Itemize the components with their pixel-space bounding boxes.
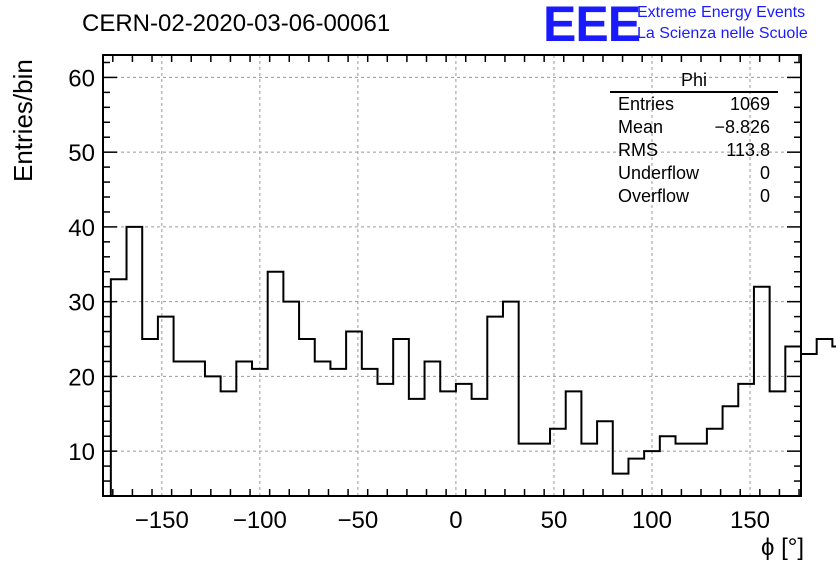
- y-axis-label: Entries/bin: [8, 59, 38, 182]
- stats-row: Overflow 0: [610, 185, 778, 208]
- stats-row: Entries 1069: [610, 93, 778, 116]
- stats-label: Entries: [618, 94, 675, 114]
- stats-box: Phi Entries 1069 Mean −8.826 RMS 113.8 U…: [610, 70, 778, 208]
- y-tick-label: 10: [68, 439, 95, 466]
- tick-labels: −150 −100 −50 0 50 100 150 10 20 30 40 50 60: [68, 65, 770, 534]
- eee-logo: EEE: [543, 0, 641, 52]
- x-axis-label: ϕ [°]: [760, 534, 804, 561]
- stats-row: RMS 113.8: [610, 139, 778, 162]
- plot-frame: [102, 54, 802, 497]
- y-tick-label: 50: [68, 140, 95, 167]
- x-tick-label: 100: [632, 507, 672, 534]
- histogram-steps: [109, 225, 836, 496]
- y-tick-label: 60: [68, 65, 95, 92]
- x-tick-label: −100: [233, 507, 287, 534]
- stats-value: 0: [759, 186, 770, 206]
- stats-label: Overflow: [618, 186, 690, 206]
- stats-row: Underflow 0: [610, 162, 778, 185]
- stats-value: −8.826: [714, 117, 770, 137]
- logo-line-1: Extreme Energy Events: [637, 4, 806, 21]
- stats-title: Phi: [610, 70, 778, 93]
- stats-value: 0: [759, 163, 770, 183]
- x-tick-label: 50: [541, 507, 568, 534]
- stats-row: Mean −8.826: [610, 116, 778, 139]
- stats-label: Underflow: [618, 163, 700, 183]
- y-tick-label: 30: [68, 290, 95, 317]
- x-tick-label: 150: [730, 507, 770, 534]
- stats-value: 1069: [729, 94, 770, 114]
- stats-label: Mean: [618, 117, 664, 137]
- chart-title: CERN-02-2020-03-06-00061: [82, 10, 391, 37]
- axis-ticks: [103, 55, 801, 496]
- x-tick-label: −50: [338, 507, 379, 534]
- histogram-series: [109, 225, 836, 496]
- stats-value: 113.8: [726, 140, 770, 160]
- x-tick-label: −150: [135, 507, 189, 534]
- y-tick-label: 20: [68, 364, 95, 391]
- stats-label: RMS: [618, 140, 658, 160]
- x-tick-label: 0: [449, 507, 462, 534]
- y-tick-label: 40: [68, 215, 95, 242]
- logo-line-2: La Scienza nelle Scuole: [637, 25, 808, 42]
